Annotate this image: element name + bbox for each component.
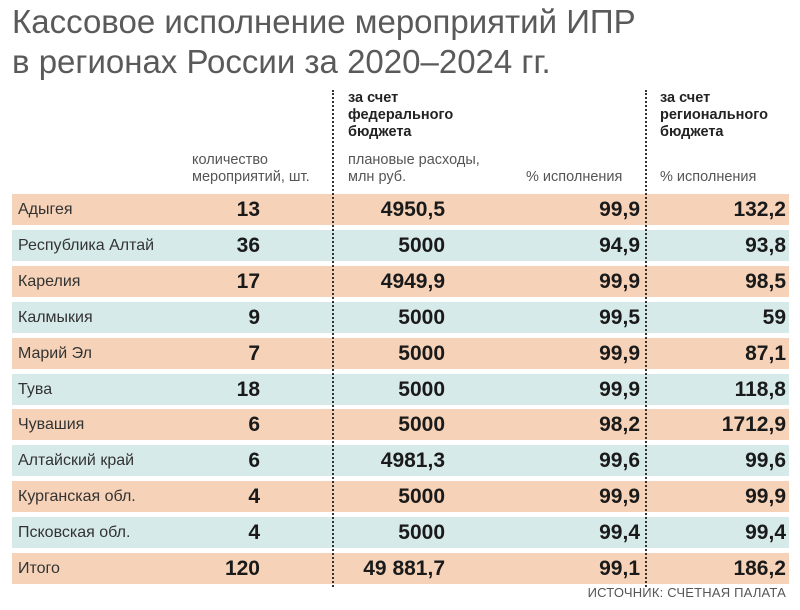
plan-column-header: плановые расходы, млн руб. (348, 152, 480, 186)
federal-group-header: за счет федерального бюджета (348, 90, 453, 141)
count-cell: 9 (248, 305, 260, 329)
table-row: Курганская обл. 4 5000 99,9 99,9 (12, 481, 789, 513)
plan-cell: 4949,9 (380, 269, 445, 293)
regional-group-header: за счет регионального бюджета (660, 90, 768, 141)
count-cell: 120 (224, 557, 260, 580)
count-cell: 13 (236, 198, 260, 221)
plan-cell: 4950,5 (380, 198, 445, 221)
regional-pct-cell: 132,2 (733, 198, 786, 221)
count-cell: 36 (236, 233, 260, 257)
regional-pct-cell: 118,8 (734, 377, 786, 401)
plan-cell: 5000 (398, 305, 445, 329)
federal-pct-cell: 94,9 (599, 233, 640, 257)
plan-cell: 4981,3 (380, 449, 445, 473)
federal-pct-cell: 99,5 (599, 305, 640, 329)
region-cell: Чувашия (18, 416, 85, 434)
region-cell: Республика Алтай (18, 236, 155, 254)
region-cell: Итого (18, 560, 60, 577)
table-row: Итого 120 49 881,7 99,1 186,2 (12, 553, 789, 584)
region-cell: Псковская обл. (18, 524, 131, 542)
count-cell: 17 (236, 269, 260, 293)
table-row: Карелия 17 4949,9 99,9 98,5 (12, 265, 789, 297)
federal-pct-cell: 99,9 (599, 198, 640, 221)
table-row: Калмыкия 9 5000 99,5 59 (12, 301, 789, 333)
region-cell: Адыгея (18, 201, 73, 218)
region-cell: Курганская обл. (18, 488, 136, 506)
regional-group-header-line-3: бюджета (660, 124, 724, 140)
source-note: ИСТОЧНИК: СЧЕТНАЯ ПАЛАТА (587, 585, 786, 600)
plan-cell: 5000 (398, 485, 445, 509)
chart-title: Кассовое исполнение мероприятий ИПР в ре… (12, 2, 636, 82)
federal-pct-cell: 99,6 (599, 449, 640, 473)
plan-column-header-line-2: млн руб. (348, 169, 407, 185)
region-cell: Калмыкия (18, 308, 93, 326)
regional-pct-cell: 98,5 (745, 269, 786, 293)
region-cell: Марий Эл (18, 344, 92, 362)
regional-pct-column-header: % исполнения (660, 169, 757, 185)
count-cell: 6 (248, 449, 260, 473)
count-column-header-line-1: количество (192, 152, 268, 168)
federal-pct-cell: 99,9 (599, 485, 640, 509)
chart-title-line-2: в регионах России за 2020–2024 гг. (12, 43, 551, 80)
chart-title-line-1: Кассовое исполнение мероприятий ИПР (12, 3, 636, 40)
regional-pct-cell: 99,4 (745, 521, 786, 545)
federal-pct-cell: 99,9 (599, 377, 640, 401)
count-cell: 18 (236, 377, 260, 401)
count-cell: 7 (248, 341, 260, 365)
federal-pct-cell: 99,1 (599, 557, 640, 580)
plan-cell: 49 881,7 (363, 557, 445, 580)
federal-pct-cell: 99,9 (599, 341, 640, 365)
federal-pct-column-header: % исполнения (526, 169, 623, 185)
count-column-header: количество мероприятий, шт. (192, 152, 310, 186)
regional-group-header-line-2: регионального (660, 107, 768, 123)
federal-group-header-line-3: бюджета (348, 124, 412, 140)
region-cell: Карелия (18, 272, 81, 290)
count-cell: 6 (248, 413, 260, 437)
plan-cell: 5000 (398, 521, 445, 545)
federal-pct-cell: 99,4 (599, 521, 640, 545)
table-row: Адыгея 13 4950,5 99,9 132,2 (12, 194, 789, 225)
regional-pct-cell: 186,2 (733, 557, 786, 580)
count-cell: 4 (248, 521, 260, 545)
table-row: Алтайский край 6 4981,3 99,6 99,6 (12, 445, 789, 477)
region-cell: Тува (18, 380, 53, 398)
regional-pct-cell: 99,9 (745, 485, 786, 509)
plan-column-header-line-1: плановые расходы, (348, 152, 480, 168)
regional-separator-line (645, 90, 647, 587)
regional-pct-cell: 1712,9 (721, 413, 786, 437)
federal-separator-line (332, 90, 334, 587)
regional-pct-cell: 99,6 (745, 449, 786, 473)
federal-group-header-line-2: федерального (348, 107, 454, 123)
regional-pct-cell: 87,1 (745, 341, 786, 365)
federal-group-header-line-1: за счет (348, 90, 399, 106)
count-column-header-line-2: мероприятий, шт. (192, 169, 310, 185)
table-row: Чувашия 6 5000 98,2 1712,9 (12, 409, 789, 441)
regional-pct-cell: 59 (762, 305, 786, 329)
table-row: Республика Алтай 36 5000 94,9 93,8 (12, 229, 789, 261)
plan-cell: 5000 (398, 341, 445, 365)
table-row: Тува 18 5000 99,9 118,8 (12, 373, 789, 405)
plan-cell: 5000 (398, 377, 445, 401)
table-row: Марий Эл 7 5000 99,9 87,1 (12, 337, 789, 369)
federal-pct-cell: 99,9 (599, 269, 640, 293)
regional-pct-cell: 93,8 (745, 233, 786, 257)
table-row: Псковская обл. 4 5000 99,4 99,4 (12, 517, 789, 549)
plan-cell: 5000 (398, 413, 445, 437)
federal-pct-cell: 98,2 (599, 413, 640, 437)
count-cell: 4 (248, 485, 260, 509)
region-cell: Алтайский край (18, 452, 135, 470)
plan-cell: 5000 (398, 233, 445, 257)
regional-group-header-line-1: за счет (660, 90, 711, 106)
